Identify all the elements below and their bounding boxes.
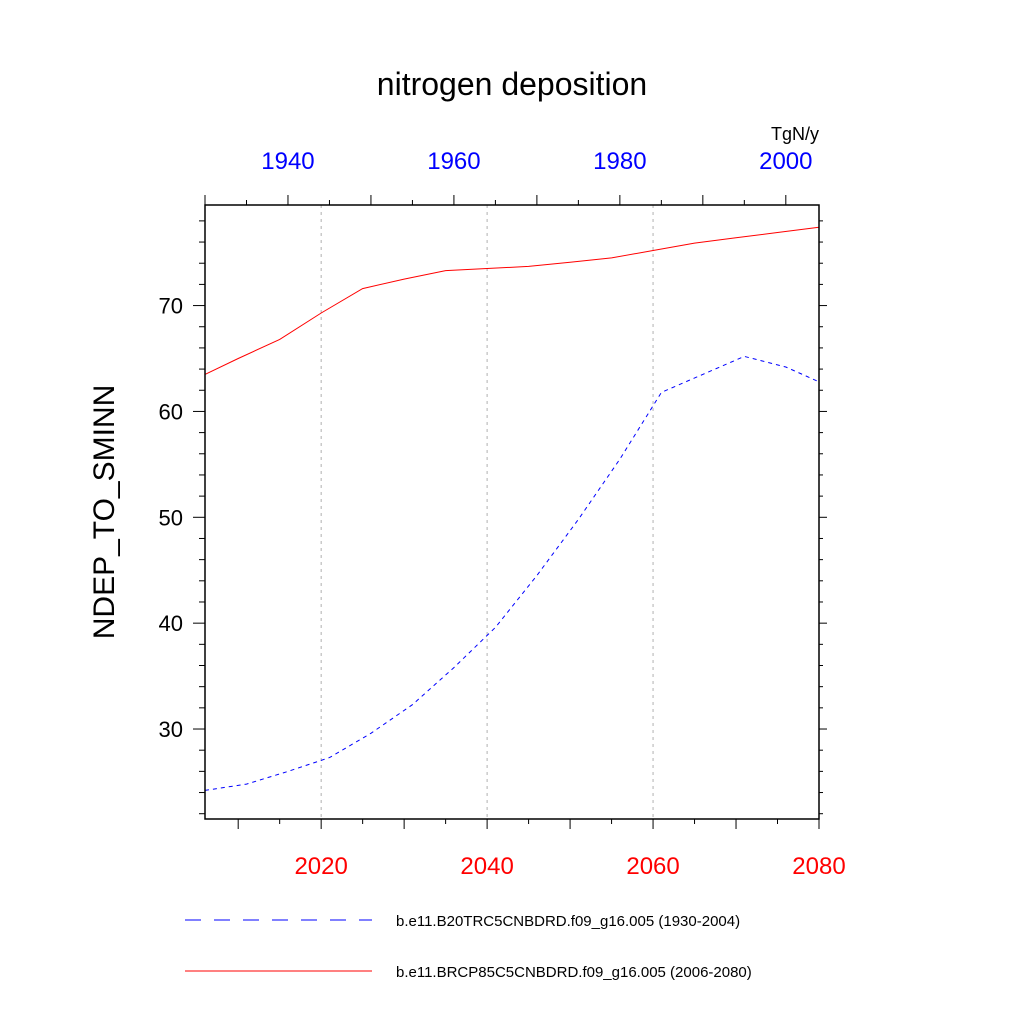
legend-entry-2: b.e11.BRCP85C5CNBDRD.f09_g16.005 (2006-2… — [396, 964, 752, 981]
x-top-tick-label: 1980 — [593, 148, 646, 175]
chart-title: nitrogen deposition — [377, 66, 647, 102]
y-tick-label: 50 — [159, 505, 183, 530]
y-tick-label: 30 — [159, 717, 183, 742]
y-tick-label: 70 — [159, 294, 183, 319]
series-line-1 — [204, 355, 820, 791]
series-lines — [204, 226, 820, 791]
plot-frame — [204, 204, 820, 820]
x-bottom-tick-label: 2060 — [626, 853, 679, 880]
grid-lines — [320, 205, 654, 819]
x-top-tick-label: 1960 — [427, 148, 480, 175]
axes: 30 40 50 60 70 2020 2040 2060 2080 1940 1960 1980 20… — [159, 148, 846, 880]
y-tick-label: 60 — [159, 399, 183, 424]
series-line-2 — [204, 226, 820, 375]
x-bottom-tick-label: 2040 — [460, 853, 513, 880]
legend: b.e11.B20TRC5CNBDRD.f09_g16.005 (1930-20… — [185, 913, 752, 981]
y-tick-label: 40 — [159, 611, 183, 636]
x-top-tick-label: 2000 — [759, 148, 812, 175]
x-bottom-tick-label: 2080 — [792, 853, 845, 880]
x-top-tick-label: 1940 — [261, 148, 314, 175]
x-bottom-tick-label: 2020 — [294, 853, 347, 880]
legend-entry-1: b.e11.B20TRC5CNBDRD.f09_g16.005 (1930-20… — [396, 913, 740, 930]
units-label: TgN/y — [771, 124, 819, 144]
y-axis-label: NDEP_TO_SMINN — [88, 385, 121, 640]
